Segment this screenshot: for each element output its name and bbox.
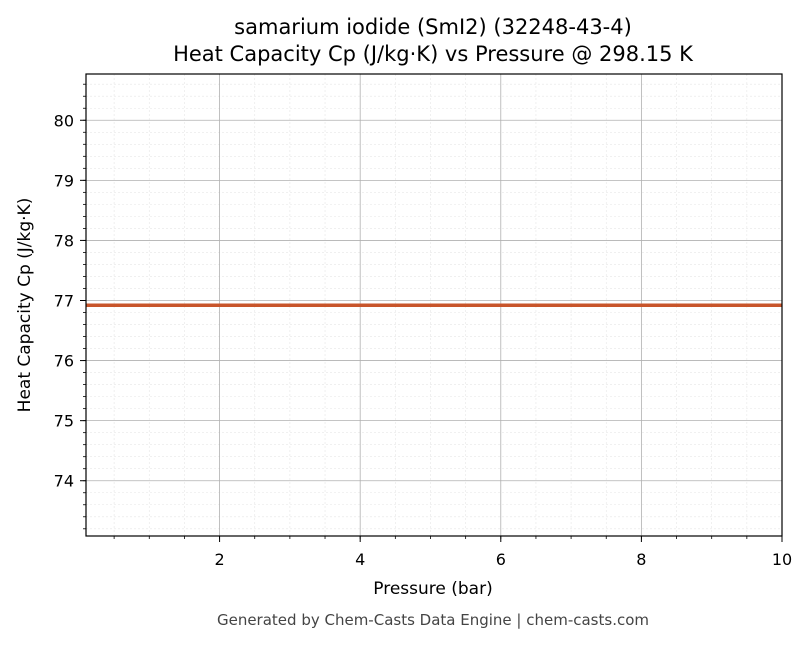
x-tick-label: 2: [214, 550, 224, 569]
chart-subtitle: Heat Capacity Cp (J/kg·K) vs Pressure @ …: [173, 42, 694, 66]
y-tick-label: 79: [54, 171, 74, 190]
y-tick-label: 76: [54, 352, 74, 371]
y-tick-label: 74: [54, 472, 74, 491]
x-tick-label: 10: [772, 550, 792, 569]
y-axis-label: Heat Capacity Cp (J/kg·K): [15, 198, 35, 413]
y-tick-label: 80: [54, 111, 74, 130]
x-tick-label: 4: [355, 550, 365, 569]
x-axis-label: Pressure (bar): [373, 579, 492, 599]
y-tick-label: 78: [54, 231, 74, 250]
x-tick-label: 6: [496, 550, 506, 569]
axis-ticks: 2 4 6 8 10 74 75 76 77 78 79 80: [54, 84, 793, 569]
chart-title: samarium iodide (SmI2) (32248-43-4): [234, 15, 632, 39]
x-tick-label: 8: [636, 550, 646, 569]
footer-credit: Generated by Chem-Casts Data Engine | ch…: [217, 611, 649, 629]
y-tick-label: 77: [54, 291, 74, 310]
y-tick-label: 75: [54, 412, 74, 431]
